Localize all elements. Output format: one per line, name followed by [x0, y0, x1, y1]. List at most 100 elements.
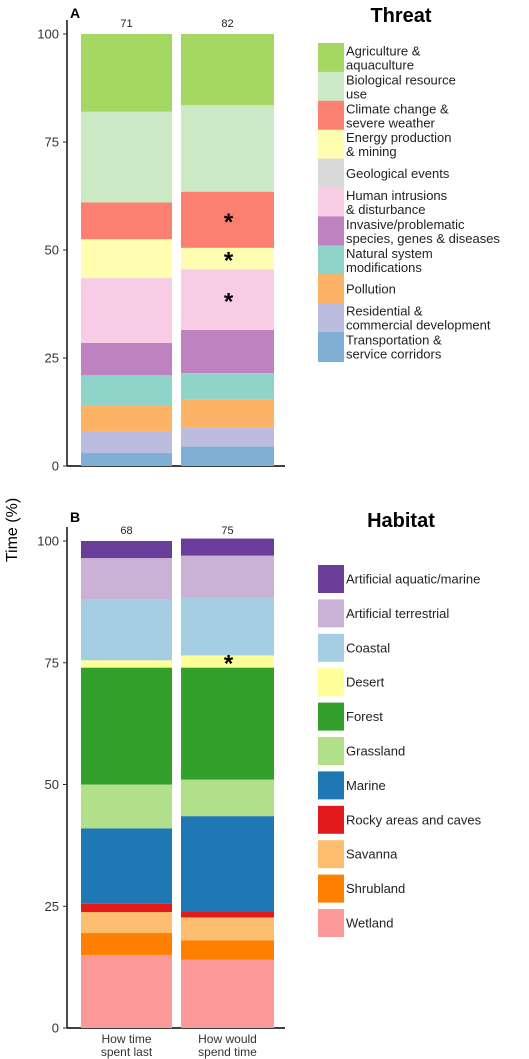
legend-swatch-climate-change-severe-weather	[318, 100, 344, 131]
bar-segment-natural-system-modifications	[81, 375, 172, 406]
legend-swatch-artificial-aquatic-marine	[318, 565, 344, 593]
legend-label: Coastal	[346, 640, 390, 655]
significance-asterisk: *	[224, 289, 234, 316]
bar-segment-artificial-aquatic-marine	[181, 538, 274, 556]
legend-label: Invasive/problematic	[346, 217, 465, 232]
y-tick-label: 75	[45, 655, 59, 670]
bar-segment-invasive-problematic-species-genes-diseases	[181, 329, 274, 374]
legend-swatch-residential-commercial-development	[318, 303, 344, 334]
bar-segment-energy-production-mining	[181, 247, 274, 270]
legend-label: Grassland	[346, 744, 405, 759]
panel-title: Threat	[370, 5, 431, 27]
legend-label: Residential &	[346, 304, 423, 319]
legend-label: Climate change &	[346, 101, 449, 116]
legend-label: Agriculture &	[346, 44, 421, 59]
bar-count-label: 82	[221, 18, 233, 30]
legend-swatch-geological-events	[318, 158, 344, 189]
bar-segment-biological-resource-use	[81, 111, 172, 203]
x-tick-label: How would	[198, 1032, 257, 1046]
bar-segment-grassland	[181, 779, 274, 817]
legend-label: Geological events	[346, 166, 450, 181]
legend-label: Wetland	[346, 916, 393, 931]
bar-segment-marine	[181, 816, 274, 912]
bar-segment-pollution	[81, 405, 172, 432]
bar-segment-human-intrusions-disturbance	[181, 269, 274, 330]
bar-segment-desert	[181, 655, 274, 668]
y-tick-label: 75	[45, 135, 59, 150]
significance-asterisk: *	[224, 209, 234, 236]
legend-label: Forest	[346, 709, 383, 724]
bar-segment-transportation-service-corridors	[81, 453, 172, 466]
bar-segment-energy-production-mining	[81, 239, 172, 279]
bar-segment-savanna	[81, 912, 172, 934]
y-tick-label: 100	[37, 534, 59, 549]
y-tick-label: 100	[37, 27, 59, 42]
bar-segment-agriculture-aquaculture	[81, 34, 172, 112]
y-tick-label: 0	[52, 459, 59, 474]
legend-swatch-shrubland	[318, 874, 344, 903]
legend-label: Marine	[346, 778, 386, 793]
panel-label: B	[70, 509, 80, 525]
legend-swatch-coastal	[318, 633, 344, 662]
bar-segment-climate-change-severe-weather	[181, 191, 274, 248]
legend-label: service corridors	[346, 347, 442, 362]
habitat-panel: B Habitat 0 25 50 75 100 68 75 * Artificial aquati…	[37, 509, 481, 1036]
legend-swatch-forest	[318, 702, 344, 731]
bar-segment-artificial-aquatic-marine	[81, 541, 172, 559]
y-tick-label: 0	[52, 1021, 59, 1036]
legend-label: Savanna	[346, 847, 398, 862]
legend-swatch-biological-resource-use	[318, 71, 344, 102]
bar-count-label: 68	[120, 525, 132, 537]
y-tick-label: 50	[45, 243, 59, 258]
bar-segment-desert	[81, 660, 172, 668]
x-tick-label: spend time	[198, 1045, 257, 1059]
legend-label: Biological resource	[346, 72, 456, 87]
legend-label: severe weather	[346, 115, 436, 130]
bar-segment-coastal	[81, 599, 172, 661]
bar-segment-shrubland	[81, 933, 172, 955]
legend-label: Artificial terrestrial	[346, 606, 449, 621]
y-axis-label: Time (%)	[4, 498, 21, 562]
bar-segment-rocky-areas-and-caves	[181, 911, 274, 918]
legend-label: Artificial aquatic/marine	[346, 572, 480, 587]
bar-segment-artificial-terrestrial	[81, 558, 172, 600]
bar-segment-savanna	[181, 917, 274, 941]
legend-swatch-savanna	[318, 840, 344, 869]
bar-segment-residential-commercial-development	[181, 427, 274, 447]
legend-swatch-artificial-terrestrial	[318, 599, 344, 628]
legend-swatch-pollution	[318, 274, 344, 305]
legend-swatch-desert	[318, 668, 344, 697]
x-tick-label: spent last	[101, 1045, 153, 1059]
bar-count-label: 75	[221, 525, 233, 537]
y-tick-label: 50	[45, 777, 59, 792]
panel-label: A	[70, 5, 80, 21]
x-tick-label: How time	[101, 1032, 151, 1046]
legend-swatch-marine	[318, 771, 344, 800]
bar-segment-marine	[81, 828, 172, 904]
y-tick-label: 25	[45, 899, 59, 914]
legend-swatch-agriculture-aquaculture	[318, 43, 344, 73]
legend-label: Natural system	[346, 246, 433, 261]
legend-swatch-natural-system-modifications	[318, 245, 344, 276]
legend-label: Rocky areas and caves	[346, 812, 482, 827]
bar-segment-wetland	[81, 954, 172, 1028]
bar-segment-natural-system-modifications	[181, 373, 274, 400]
legend-swatch-rocky-areas-and-caves	[318, 805, 344, 834]
bar-segment-grassland	[81, 784, 172, 829]
legend-swatch-human-intrusions-disturbance	[318, 187, 344, 218]
bar-segment-residential-commercial-development	[81, 431, 172, 454]
bar-segment-rocky-areas-and-caves	[81, 903, 172, 913]
significance-asterisk: *	[224, 651, 234, 678]
bar-segment-climate-change-severe-weather	[81, 202, 172, 240]
bar-segment-invasive-problematic-species-genes-diseases	[81, 342, 172, 376]
legend-label: Transportation &	[346, 333, 442, 348]
threat-panel: A Threat 0 25 50 75 100 71 82 * * * Agriculture &aqu…	[37, 5, 500, 474]
bar-segment-wetland	[181, 959, 274, 1028]
bar-segment-artificial-terrestrial	[181, 555, 274, 598]
bar-segment-coastal	[181, 597, 274, 656]
legend-label: Desert	[346, 675, 385, 690]
bar-segment-forest	[81, 667, 172, 785]
legend-swatch-energy-production-mining	[318, 129, 344, 160]
bar-segment-pollution	[181, 399, 274, 428]
